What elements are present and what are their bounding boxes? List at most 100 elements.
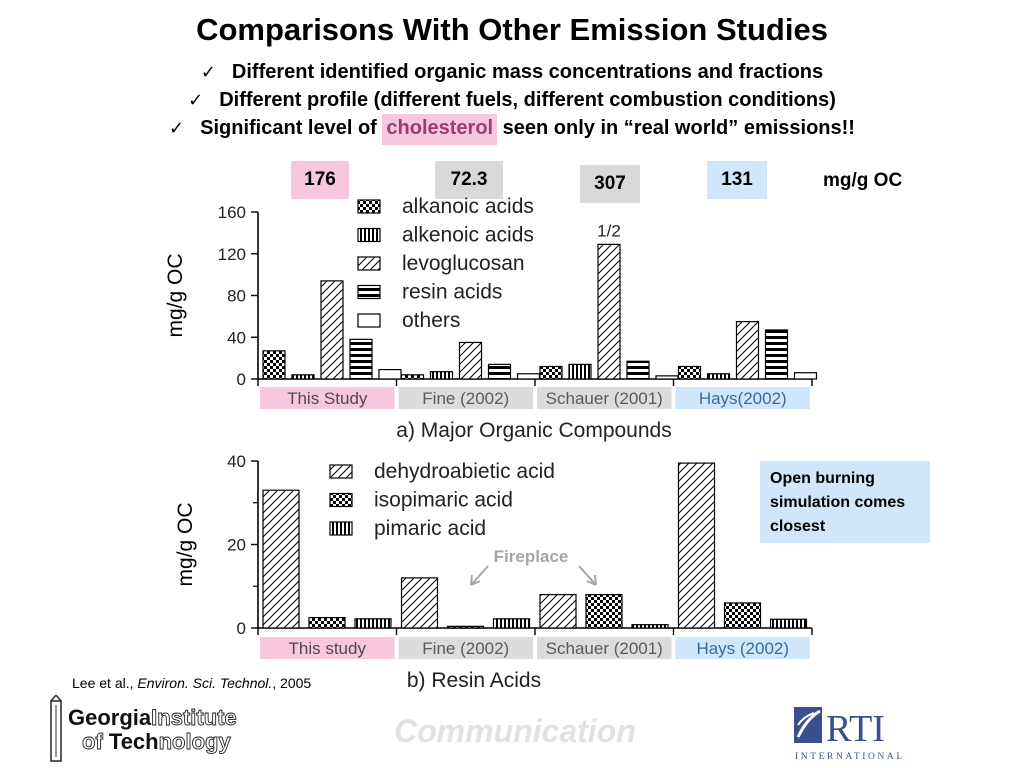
legend-swatch-alkanoic-acids [357, 199, 381, 214]
group-band-hays-2002 [675, 387, 810, 409]
legend-swatch-resin-acids [357, 284, 381, 300]
bullet-2: ✓ Different profile (different fuels, dif… [0, 89, 1024, 112]
bar-alkenoic-acids-hays-2002 [706, 373, 731, 380]
bar-others-this-study [378, 369, 402, 380]
totals-unit: mg/g OC [823, 170, 903, 191]
y-axis-label: mg/g OC [164, 253, 187, 337]
group-label-this-study: This Study [287, 389, 368, 408]
citation: Lee et al., Environ. Sci. Technol., 2005 [72, 675, 311, 691]
group-label-hays-2002: Hays (2002) [696, 639, 789, 658]
fireplace-arrow-left-icon [470, 565, 489, 586]
bar-isopimaric-acid-schauer-2001 [585, 593, 623, 629]
bar-levoglucosan-schauer-2001 [597, 243, 621, 380]
rti-sub: INTERNATIONAL [795, 752, 905, 762]
checkmark-icon: ✓ [188, 90, 204, 111]
tower-icon [50, 695, 62, 762]
bar-resin-acids-this-study [349, 338, 373, 380]
legend-label-levoglucosan: levoglucosan [402, 252, 525, 275]
group-band-fine-2002 [398, 637, 533, 659]
group-label-schauer-2001: Schauer (2001) [546, 639, 663, 658]
legend-swatch-levoglucosan [357, 256, 381, 271]
y-tick-label: 0 [237, 370, 246, 389]
chart-resin-acids: This study Fine (2002) Schauer (2001) Hays … [174, 452, 813, 692]
bullet-2-text: Different profile (different fuels, diff… [219, 89, 836, 111]
y-tick-label: 80 [227, 287, 246, 306]
slide-title: Comparisons With Other Emission Studies [196, 12, 828, 47]
legend-swatch-alkenoic-acids [357, 227, 381, 243]
gt-of: of [82, 729, 109, 754]
y-tick-label: 0 [237, 619, 246, 638]
legend-label-others: others [402, 309, 460, 332]
y-axis-label: mg/g OC [174, 502, 197, 586]
footer-communication: Communication [394, 713, 636, 749]
bullet-3: ✓ Significant level of cholesterol seen o… [0, 114, 1024, 145]
gt-tech: Tech [109, 729, 159, 754]
group-band-fine-2002 [398, 387, 533, 409]
svg-text:GeorgiaInstitute: GeorgiaInstitute [68, 705, 237, 730]
bar-dehydroabietic-acid-this-study [262, 489, 300, 629]
legend-label-dehydroabietic-acid: dehydroabietic acid [374, 460, 555, 483]
group-label-this-study: This study [289, 639, 367, 658]
georgia-tech-logo: GeorgiaInstitute of Technology [50, 695, 237, 762]
bar-isopimaric-acid-hays-2002 [723, 602, 762, 629]
arrowhead-icon [470, 574, 481, 586]
y-tick-label: 40 [227, 452, 246, 471]
citation-year: , 2005 [272, 675, 312, 691]
arrowhead-icon [586, 574, 597, 586]
svg-text:of Technology: of Technology [82, 729, 231, 754]
total-this-study: 176 [291, 161, 349, 199]
bar-isopimaric-acid-this-study [308, 616, 346, 629]
group-band-schauer-2001 [537, 387, 672, 409]
bar-resin-acids-fine-2002 [487, 363, 512, 380]
bar-alkanoic-acids-this-study [262, 350, 286, 380]
bullet-3-text-pre: Significant level of [200, 117, 383, 139]
total-hays: 131 [707, 161, 767, 199]
bar-resin-acids-hays-2002 [764, 329, 789, 380]
gt-nology: nology [159, 729, 232, 754]
bar-pimaric-acid-schauer-2001 [631, 624, 669, 629]
bar-levoglucosan-fine-2002 [458, 341, 483, 380]
gt-georgia: Georgia [68, 705, 152, 730]
legend-swatch-isopimaric-acid [329, 492, 353, 508]
fireplace-arrow-right-icon [578, 565, 597, 586]
bar-levoglucosan-hays-2002 [735, 320, 760, 380]
total-fine: 72.3 [435, 161, 503, 199]
legend-label-pimaric-acid: pimaric acid [374, 517, 486, 540]
citation-authors: Lee et al., [72, 675, 138, 691]
bar-isopimaric-acid-fine-2002 [446, 625, 485, 629]
checkmark-icon: ✓ [169, 118, 185, 139]
bar-pimaric-acid-hays-2002 [769, 618, 808, 629]
chart-title: b) Resin Acids [407, 669, 541, 692]
bar-pimaric-acid-this-study [354, 618, 392, 629]
y-tick-label: 120 [218, 245, 246, 264]
bar-alkanoic-acids-fine-2002 [400, 374, 425, 380]
y-tick-label: 160 [218, 203, 246, 222]
group-label-fine-2002: Fine (2002) [422, 389, 509, 408]
bar-others-hays-2002 [793, 372, 818, 380]
y-tick-label: 20 [227, 536, 246, 555]
rti-logo: RTI INTERNATIONAL [794, 707, 905, 762]
bar-alkanoic-acids-hays-2002 [677, 365, 702, 380]
bar-resin-acids-schauer-2001 [626, 360, 650, 380]
bullet-3-text-post: seen only in “real world” emissions!! [497, 117, 855, 139]
group-band-schauer-2001 [537, 637, 672, 659]
open-burning-callout: Open burning simulation comes closest [760, 461, 930, 543]
legend-swatch-dehydroabietic-acid [329, 464, 353, 479]
cholesterol-highlight: cholesterol [382, 114, 498, 145]
bar-dehydroabietic-acid-fine-2002 [400, 577, 439, 629]
gt-institute: Institute [151, 705, 237, 730]
bar-levoglucosan-this-study [320, 280, 344, 380]
legend-label-isopimaric-acid: isopimaric acid [374, 489, 513, 512]
annotation-half-scale: 1/2 [597, 221, 621, 240]
group-label-hays-2002: Hays(2002) [699, 389, 787, 408]
checkmark-icon: ✓ [200, 62, 216, 83]
citation-journal: Environ. Sci. Technol. [137, 675, 273, 691]
annotation-fireplace: Fireplace [494, 547, 569, 566]
bullet-1-text: Different identified organic mass concen… [231, 61, 824, 83]
legend-label-alkenoic-acids: alkenoic acids [402, 224, 534, 247]
chart-major-organic-compounds: This Study Fine (2002) Schauer (2001) Hays(… [164, 195, 818, 442]
legend-swatch-others [357, 313, 381, 328]
group-label-fine-2002: Fine (2002) [422, 639, 509, 658]
legend-swatch-pimaric-acid [329, 521, 353, 536]
